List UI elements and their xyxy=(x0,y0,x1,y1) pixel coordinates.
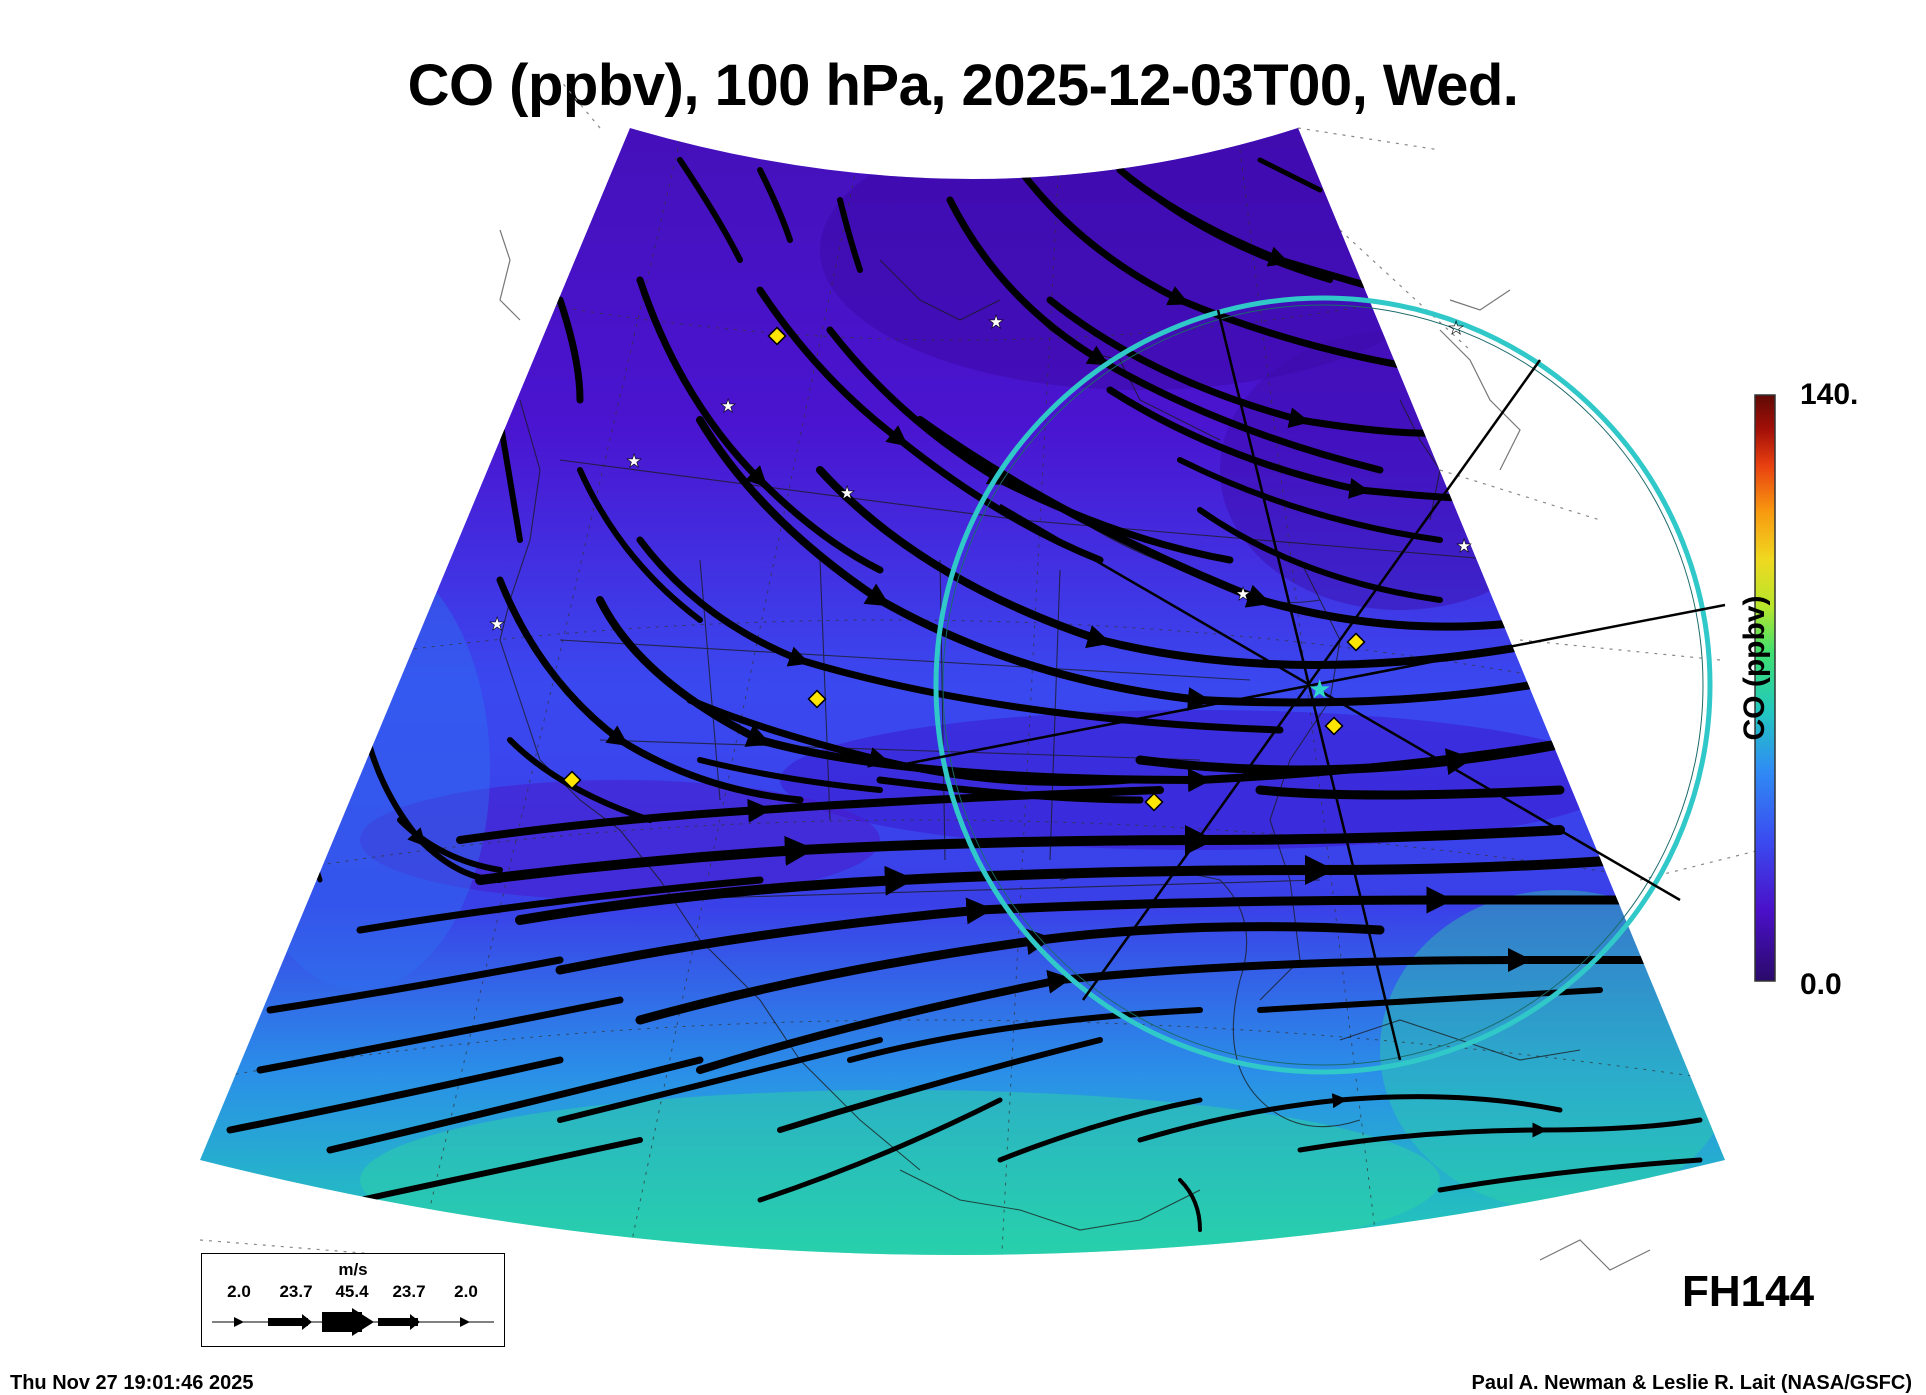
streamline xyxy=(557,1037,883,1123)
streamline xyxy=(697,757,883,793)
wind-speed-legend: m/s 2.0 23.7 45.4 23.7 2.0 xyxy=(201,1253,505,1347)
legend-value: 23.7 xyxy=(392,1282,426,1301)
site-marker xyxy=(1346,632,1366,652)
streamline xyxy=(456,786,1164,844)
legend-value: 45.4 xyxy=(335,1282,369,1301)
star-markers: ★ ★ ★ ★ ★ ★ ★ ★ xyxy=(489,312,1473,635)
site-star: ★ xyxy=(1448,318,1464,338)
streamline xyxy=(496,576,804,804)
colorbar xyxy=(1754,394,1776,982)
site-star: ★ xyxy=(839,483,855,503)
site-marker xyxy=(1324,716,1344,736)
streamline xyxy=(1257,157,1323,193)
streamline xyxy=(326,1056,704,1154)
streamline xyxy=(475,825,1565,885)
radial-line xyxy=(1081,359,1542,1001)
range-circle xyxy=(933,295,1713,1075)
streamline xyxy=(677,157,743,263)
streamline xyxy=(556,296,584,404)
streamline xyxy=(686,696,1134,786)
streamline xyxy=(256,996,624,1074)
streamline xyxy=(636,536,1284,734)
legend-value: 23.7 xyxy=(279,1282,313,1301)
legend-value: 2.0 xyxy=(227,1282,251,1301)
wind-streamlines xyxy=(226,157,1703,1232)
legend-value: 2.0 xyxy=(454,1282,478,1301)
outer-coastlines xyxy=(499,229,1651,1271)
site-star: ★ xyxy=(1456,536,1472,556)
radial-line xyxy=(899,603,1726,767)
site-star: ★ xyxy=(489,614,505,634)
streamline xyxy=(577,467,703,623)
colorbar-title: CO (ppbv) xyxy=(1738,595,1771,741)
legend-arrow-scale xyxy=(212,1308,494,1336)
streamline xyxy=(1135,735,1585,776)
site-marker xyxy=(767,326,787,346)
streamline xyxy=(837,197,863,273)
credit-line: Paul A. Newman & Leslie R. Lait (NASA/GS… xyxy=(1471,1372,1912,1394)
streamline xyxy=(1297,1117,1703,1153)
streamline xyxy=(1437,1157,1703,1193)
site-star: ★ xyxy=(1235,584,1251,604)
streamline xyxy=(1178,1178,1202,1232)
streamline xyxy=(1257,987,1603,1013)
streamline xyxy=(297,757,323,883)
forecast-hour-label: FH144 xyxy=(1682,1267,1815,1316)
legend-units: m/s xyxy=(338,1260,368,1279)
site-marker xyxy=(1144,792,1164,812)
streamline xyxy=(357,1137,643,1203)
site-marker xyxy=(807,689,827,709)
site-star: ★ xyxy=(988,312,1004,332)
streamline xyxy=(635,922,1385,1025)
center-star-marker: ★ xyxy=(1308,674,1331,704)
streamline xyxy=(266,956,564,1014)
site-marker xyxy=(562,770,582,790)
streamline xyxy=(696,948,1684,1074)
streamline xyxy=(997,1097,1203,1163)
streamline xyxy=(1137,1093,1563,1143)
map-title: CO (ppbv), 100 hPa, 2025-12-03T00, Wed. xyxy=(407,53,1519,118)
streamline xyxy=(1255,785,1565,800)
streamline xyxy=(636,276,884,574)
streamline xyxy=(1197,507,1443,603)
radial-line xyxy=(999,503,1681,902)
streamline xyxy=(757,167,793,243)
streamline xyxy=(777,1037,1103,1133)
colorbar-max-label: 140. xyxy=(1800,378,1859,411)
streamline xyxy=(1016,166,1434,374)
streamline xyxy=(756,286,1104,564)
streamline xyxy=(356,876,764,934)
streamline xyxy=(515,855,1625,925)
streamline xyxy=(946,196,1384,474)
colorbar-min-label: 0.0 xyxy=(1800,968,1842,1001)
streamline xyxy=(916,416,1544,631)
streamline xyxy=(555,886,1625,975)
streamline xyxy=(1177,457,1443,543)
streamline xyxy=(847,1007,1203,1063)
streamline xyxy=(757,1097,1003,1203)
diamond-markers xyxy=(562,326,1366,812)
streamline xyxy=(226,1056,564,1134)
streamline xyxy=(1157,197,1333,283)
analysis-overlay: ★ xyxy=(899,295,1726,1075)
site-star: ★ xyxy=(626,451,642,471)
streamline xyxy=(826,326,1234,564)
streamline xyxy=(696,416,1564,711)
render-timestamp: Thu Nov 27 19:01:46 2025 xyxy=(10,1372,254,1394)
site-star: ★ xyxy=(720,396,736,416)
